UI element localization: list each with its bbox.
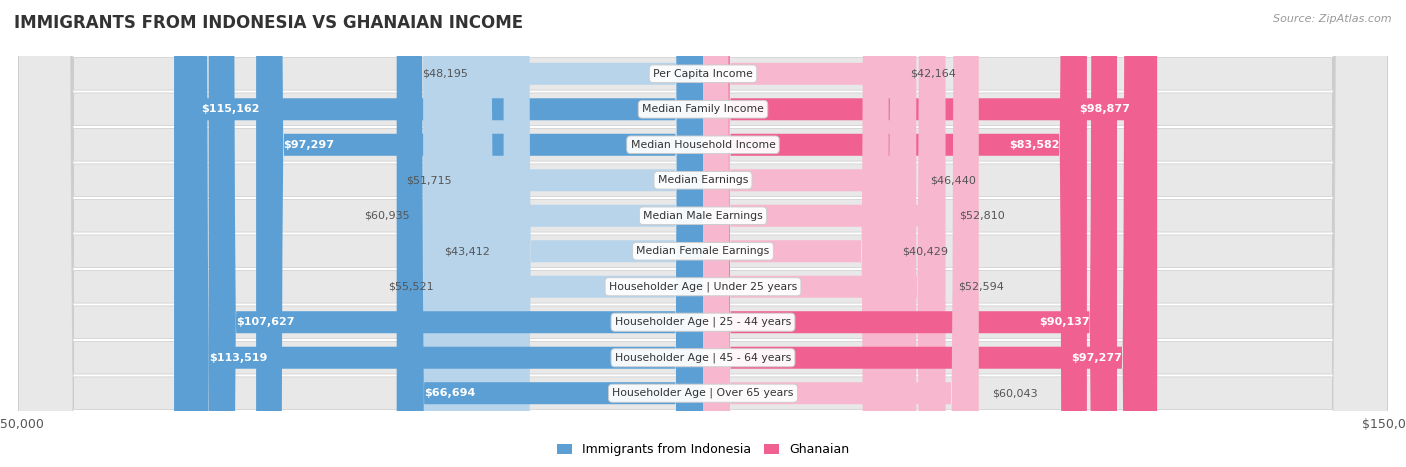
FancyBboxPatch shape: [18, 0, 1388, 467]
FancyBboxPatch shape: [703, 0, 1150, 467]
Text: $52,594: $52,594: [959, 282, 1004, 292]
Text: $115,162: $115,162: [201, 104, 260, 114]
FancyBboxPatch shape: [703, 0, 917, 467]
FancyBboxPatch shape: [18, 0, 1388, 467]
Text: $55,521: $55,521: [388, 282, 434, 292]
Text: Per Capita Income: Per Capita Income: [652, 69, 754, 79]
FancyBboxPatch shape: [18, 0, 1388, 467]
Text: $98,877: $98,877: [1078, 104, 1129, 114]
Text: Householder Age | Over 65 years: Householder Age | Over 65 years: [612, 388, 794, 398]
Text: $42,164: $42,164: [911, 69, 956, 79]
Legend: Immigrants from Indonesia, Ghanaian: Immigrants from Indonesia, Ghanaian: [553, 439, 853, 461]
FancyBboxPatch shape: [703, 0, 897, 467]
FancyBboxPatch shape: [465, 0, 703, 467]
Text: Median Earnings: Median Earnings: [658, 175, 748, 185]
Text: Median Household Income: Median Household Income: [630, 140, 776, 150]
Text: $52,810: $52,810: [959, 211, 1005, 221]
FancyBboxPatch shape: [256, 0, 703, 467]
FancyBboxPatch shape: [18, 0, 1388, 467]
Text: Householder Age | 45 - 64 years: Householder Age | 45 - 64 years: [614, 353, 792, 363]
Text: Median Family Income: Median Family Income: [643, 104, 763, 114]
Text: $66,694: $66,694: [425, 388, 475, 398]
FancyBboxPatch shape: [703, 0, 1116, 467]
FancyBboxPatch shape: [181, 0, 703, 467]
FancyBboxPatch shape: [703, 0, 945, 467]
FancyBboxPatch shape: [174, 0, 703, 467]
FancyBboxPatch shape: [449, 0, 703, 467]
Text: $97,277: $97,277: [1071, 353, 1122, 363]
Text: Median Female Earnings: Median Female Earnings: [637, 246, 769, 256]
Text: $97,297: $97,297: [284, 140, 335, 150]
Text: Source: ZipAtlas.com: Source: ZipAtlas.com: [1274, 14, 1392, 24]
Text: $113,519: $113,519: [209, 353, 267, 363]
FancyBboxPatch shape: [396, 0, 703, 467]
FancyBboxPatch shape: [703, 0, 889, 467]
FancyBboxPatch shape: [503, 0, 703, 467]
Text: $40,429: $40,429: [903, 246, 949, 256]
FancyBboxPatch shape: [18, 0, 1388, 467]
FancyBboxPatch shape: [18, 0, 1388, 467]
FancyBboxPatch shape: [703, 0, 1087, 467]
Text: $43,412: $43,412: [444, 246, 489, 256]
FancyBboxPatch shape: [18, 0, 1388, 467]
Text: $107,627: $107,627: [236, 317, 295, 327]
Text: $60,043: $60,043: [993, 388, 1038, 398]
Text: Median Male Earnings: Median Male Earnings: [643, 211, 763, 221]
Text: IMMIGRANTS FROM INDONESIA VS GHANAIAN INCOME: IMMIGRANTS FROM INDONESIA VS GHANAIAN IN…: [14, 14, 523, 32]
Text: $83,582: $83,582: [1010, 140, 1059, 150]
FancyBboxPatch shape: [703, 0, 979, 467]
FancyBboxPatch shape: [423, 0, 703, 467]
FancyBboxPatch shape: [703, 0, 1157, 467]
Text: $51,715: $51,715: [406, 175, 451, 185]
FancyBboxPatch shape: [18, 0, 1388, 467]
Text: $60,935: $60,935: [364, 211, 409, 221]
Text: $48,195: $48,195: [422, 69, 468, 79]
Text: Householder Age | 25 - 44 years: Householder Age | 25 - 44 years: [614, 317, 792, 327]
Text: $46,440: $46,440: [931, 175, 976, 185]
FancyBboxPatch shape: [18, 0, 1388, 467]
FancyBboxPatch shape: [703, 0, 946, 467]
FancyBboxPatch shape: [208, 0, 703, 467]
Text: $90,137: $90,137: [1039, 317, 1090, 327]
FancyBboxPatch shape: [482, 0, 703, 467]
Text: Householder Age | Under 25 years: Householder Age | Under 25 years: [609, 282, 797, 292]
FancyBboxPatch shape: [18, 0, 1388, 467]
